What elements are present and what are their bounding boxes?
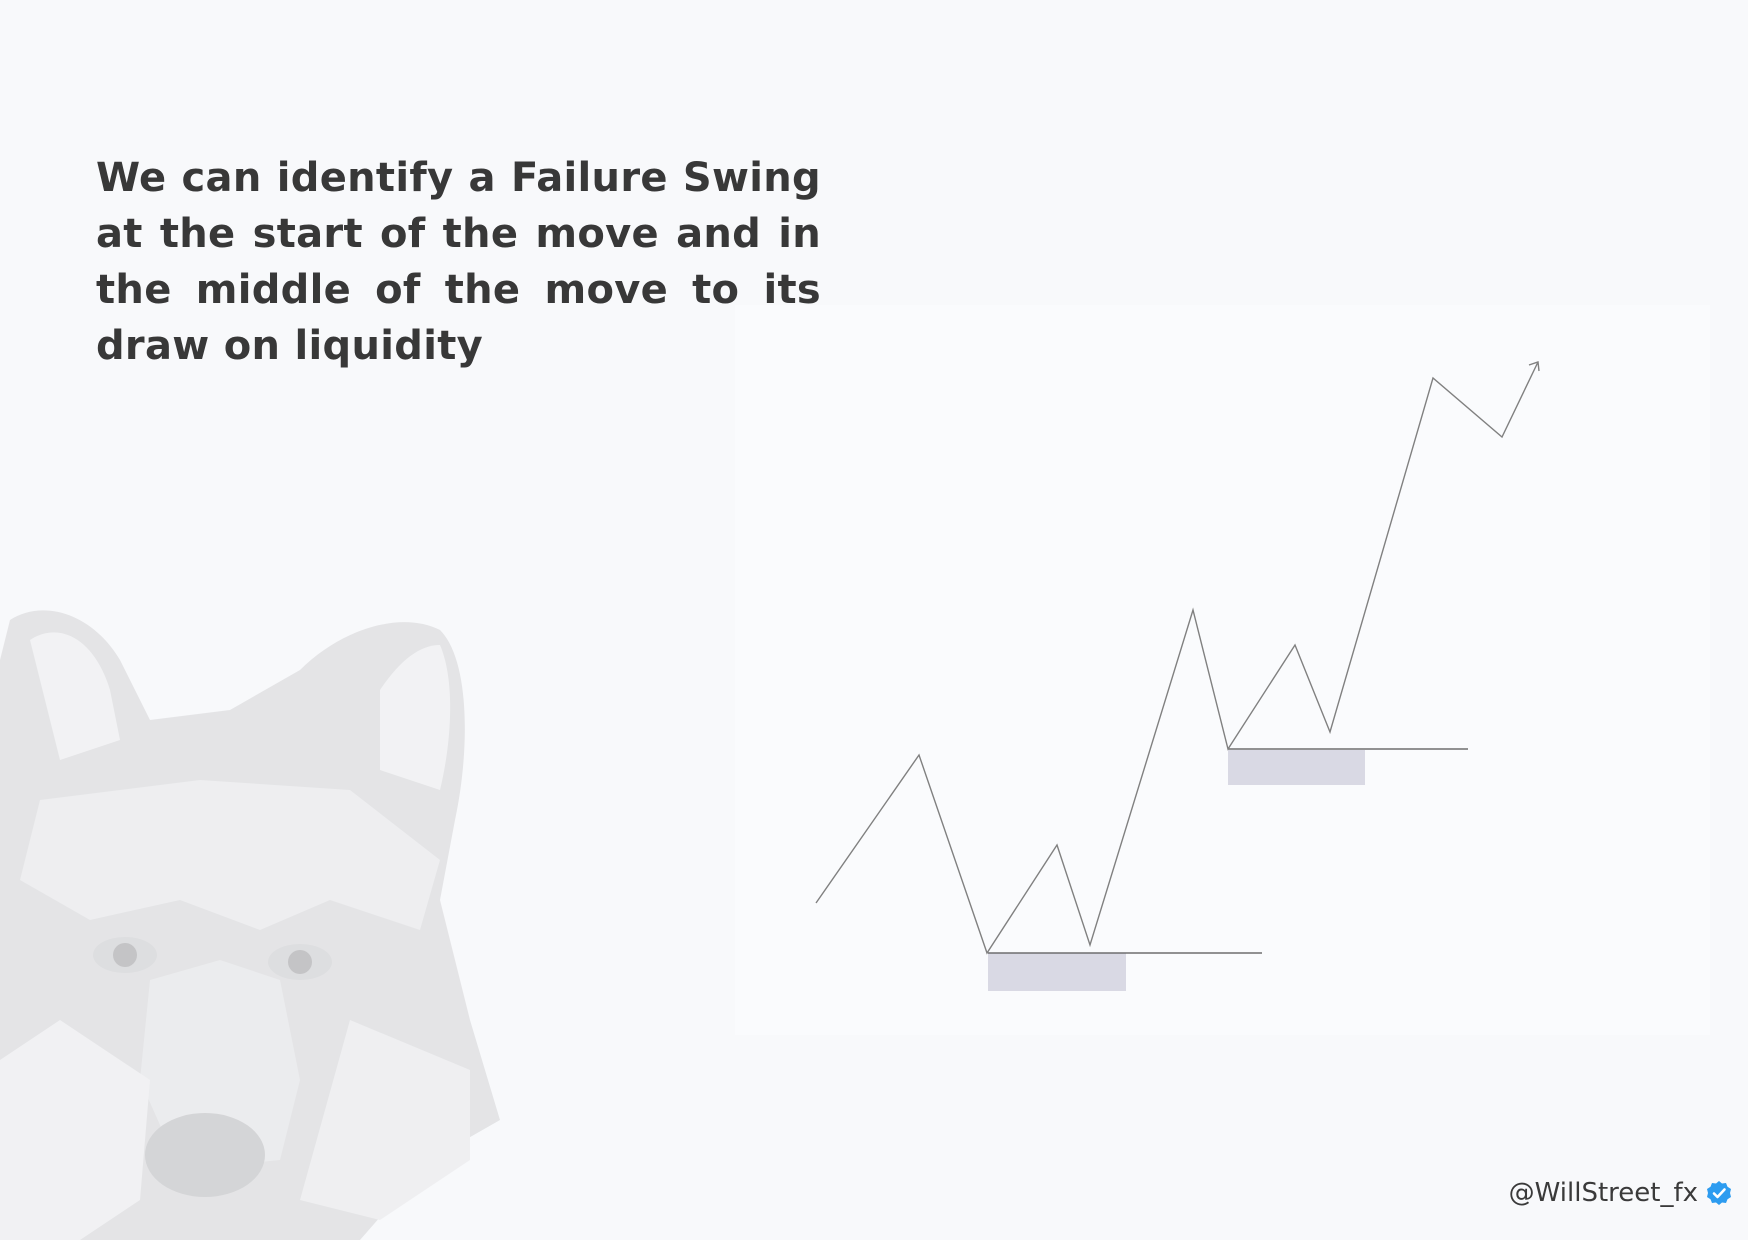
diagram-panel — [735, 305, 1710, 1035]
author-handle[interactable]: @WillStreet_fx — [1508, 1178, 1698, 1208]
heading-text: We can identify a Failure Swing at the s… — [96, 155, 821, 369]
verified-badge-icon — [1707, 1181, 1731, 1205]
wolf-watermark-icon — [0, 610, 500, 1240]
author-credit: @WillStreet_fx — [1509, 1178, 1732, 1208]
